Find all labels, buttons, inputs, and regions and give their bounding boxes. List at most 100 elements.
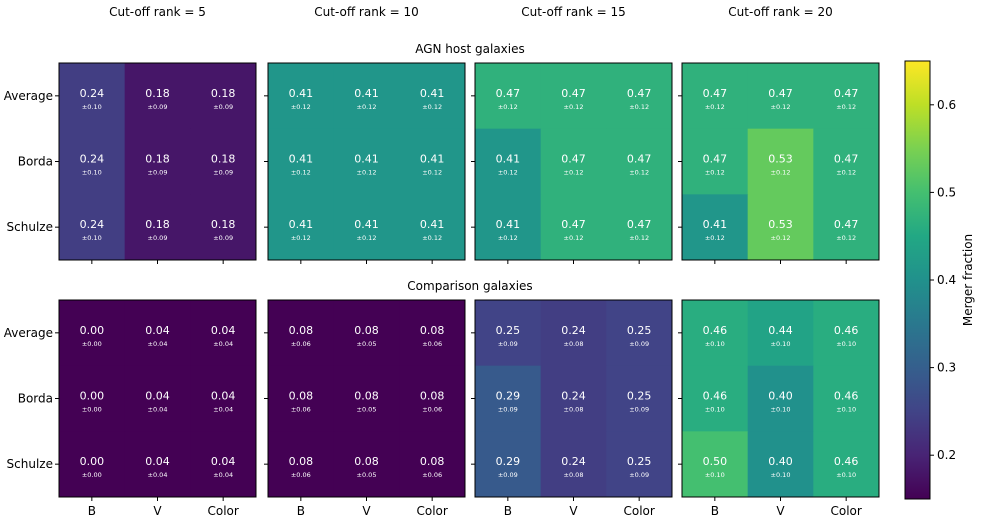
group-title: AGN host galaxies (415, 42, 525, 56)
cell-value: 0.53 (768, 218, 793, 231)
x-tick-label: B (711, 504, 719, 518)
row-label: Schulze (7, 220, 53, 234)
cell-error: ±0.06 (291, 340, 311, 348)
cell-error: ±0.09 (213, 234, 233, 242)
heatmap-cell (268, 63, 335, 130)
heatmap-cell (268, 431, 335, 498)
cell-value: 0.24 (80, 153, 105, 166)
cell-error: ±0.12 (422, 234, 442, 242)
cell-error: ±0.12 (357, 169, 377, 177)
cell-error: ±0.09 (629, 471, 649, 479)
heatmap-cell (190, 431, 257, 498)
column-title: Cut-off rank = 20 (728, 5, 832, 19)
heatmap-panel: 0.47 ±0.12 0.47 ±0.12 0.47 ±0.12 0.41 ±0.12 0.47… (471, 62, 673, 264)
heatmap-cell (475, 194, 542, 261)
heatmap-cell (606, 300, 673, 367)
cell-error: ±0.12 (564, 169, 584, 177)
x-tick-label: B (504, 504, 512, 518)
cell-value: 0.41 (354, 218, 379, 231)
heatmap-cell (475, 431, 542, 498)
cell-value: 0.47 (627, 153, 652, 166)
column-title: Cut-off rank = 15 (521, 5, 625, 19)
x-tick-label: Color (416, 504, 447, 518)
cell-value: 0.18 (211, 87, 236, 100)
cell-error: ±0.12 (291, 103, 311, 111)
cell-error: ±0.12 (357, 234, 377, 242)
cell-error: ±0.10 (771, 471, 791, 479)
cell-value: 0.46 (834, 390, 859, 403)
cell-value: 0.50 (703, 455, 728, 468)
cell-error: ±0.12 (771, 234, 791, 242)
cell-value: 0.41 (420, 218, 445, 231)
cell-error: ±0.12 (629, 234, 649, 242)
cell-error: ±0.04 (213, 471, 233, 479)
cell-value: 0.41 (496, 218, 521, 231)
cell-value: 0.47 (834, 153, 859, 166)
x-tick-label: B (88, 504, 96, 518)
heatmap-cell (190, 300, 257, 367)
heatmap-cell (540, 128, 607, 195)
heatmap-cell (475, 365, 542, 432)
heatmap-cell (124, 300, 191, 367)
cell-value: 0.29 (496, 455, 521, 468)
x-tick-label: V (776, 504, 785, 518)
cell-value: 0.47 (834, 87, 859, 100)
cell-value: 0.18 (145, 87, 170, 100)
colorbar-tick-label: 0.3 (937, 361, 956, 375)
cell-value: 0.41 (354, 87, 379, 100)
cell-value: 0.41 (420, 87, 445, 100)
cell-value: 0.24 (80, 87, 105, 100)
cell-error: ±0.10 (82, 103, 102, 111)
heatmap-cell (268, 194, 335, 261)
heatmap-cell (682, 365, 749, 432)
heatmap-cell (682, 63, 749, 130)
heatmap-cell (59, 431, 126, 498)
heatmap-cell (606, 63, 673, 130)
cell-value: 0.18 (145, 153, 170, 166)
colorbar-tick-label: 0.6 (937, 98, 956, 112)
heatmap-cell (813, 365, 880, 432)
cell-value: 0.47 (627, 218, 652, 231)
cell-value: 0.41 (289, 153, 314, 166)
heatmap-cell (399, 128, 466, 195)
cell-error: ±0.08 (564, 340, 584, 348)
x-tick-label: B (297, 504, 305, 518)
row-label: Schulze (7, 457, 53, 471)
cell-error: ±0.09 (629, 340, 649, 348)
heatmap-cell (682, 194, 749, 261)
cell-error: ±0.12 (705, 234, 725, 242)
heatmap-panel: 0.47 ±0.12 0.47 ±0.12 0.47 ±0.12 0.47 ±0.12 0.53… (678, 62, 880, 264)
cell-error: ±0.09 (213, 169, 233, 177)
heatmap-cell (682, 431, 749, 498)
cell-error: ±0.06 (291, 406, 311, 414)
cell-value: 0.41 (420, 153, 445, 166)
heatmap-cell (268, 365, 335, 432)
heatmap-cell (475, 128, 542, 195)
heatmap-cell (333, 63, 400, 130)
cell-error: ±0.10 (836, 340, 856, 348)
cell-error: ±0.12 (498, 169, 518, 177)
cell-value: 0.41 (289, 87, 314, 100)
cell-value: 0.08 (420, 324, 445, 337)
cell-error: ±0.12 (705, 103, 725, 111)
column-title: Cut-off rank = 10 (314, 5, 418, 19)
cell-value: 0.08 (354, 324, 379, 337)
cell-error: ±0.12 (771, 169, 791, 177)
cell-value: 0.24 (561, 455, 586, 468)
heatmap-cell (124, 194, 191, 261)
cell-error: ±0.12 (705, 169, 725, 177)
cell-value: 0.47 (627, 87, 652, 100)
heatmap-cell (747, 431, 814, 498)
cell-error: ±0.05 (357, 406, 377, 414)
cell-error: ±0.09 (213, 103, 233, 111)
heatmap-cell (59, 365, 126, 432)
heatmap-cell (59, 194, 126, 261)
cell-error: ±0.12 (422, 103, 442, 111)
cell-error: ±0.04 (213, 406, 233, 414)
heatmap-cell (540, 194, 607, 261)
cell-error: ±0.12 (836, 103, 856, 111)
heatmap-cell (813, 63, 880, 130)
cell-error: ±0.04 (213, 340, 233, 348)
cell-value: 0.04 (211, 455, 236, 468)
heatmap-cell (124, 128, 191, 195)
